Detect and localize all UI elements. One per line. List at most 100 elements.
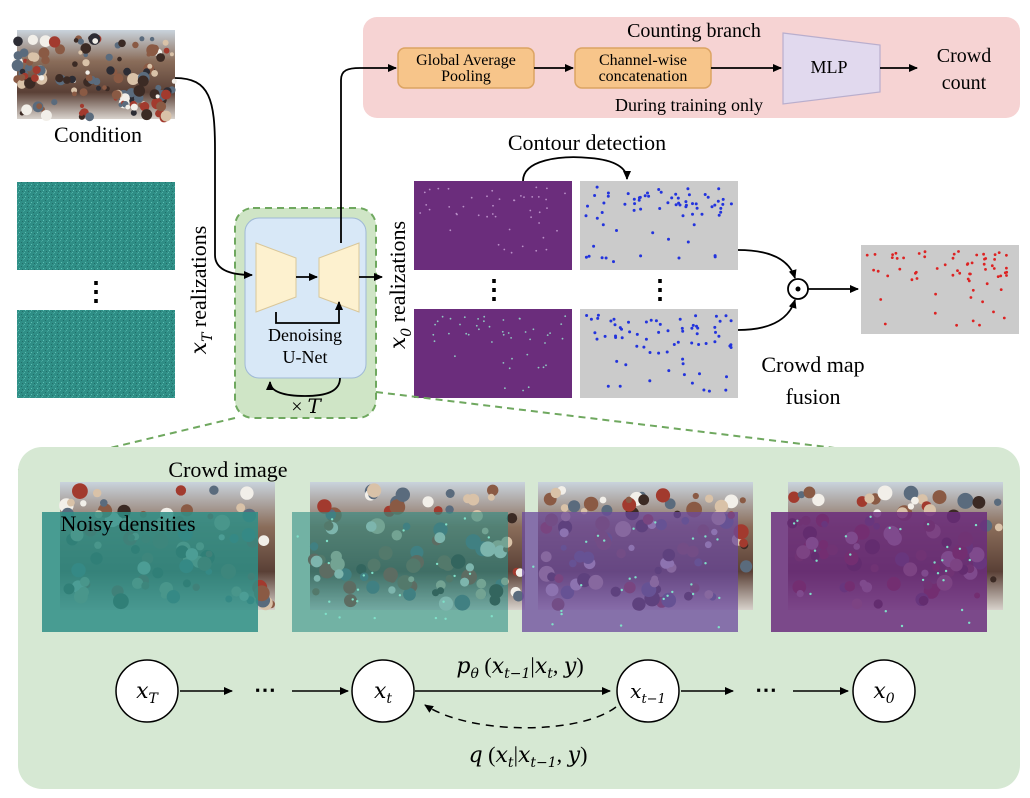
crowd-head bbox=[877, 485, 893, 501]
map-dot bbox=[545, 198, 547, 201]
map-dot bbox=[632, 197, 636, 201]
map-dot bbox=[602, 201, 606, 205]
density-point bbox=[330, 518, 334, 521]
map-dot bbox=[713, 325, 717, 329]
map-dot bbox=[894, 251, 898, 255]
crowd-head bbox=[123, 67, 131, 76]
concat-label-1: Channel-wise bbox=[599, 52, 687, 69]
crowd-head bbox=[120, 93, 130, 103]
map-dot bbox=[601, 223, 605, 227]
density-overlay-3 bbox=[771, 512, 987, 632]
condition-image bbox=[11, 30, 177, 123]
map-dot bbox=[700, 212, 704, 216]
map-dot bbox=[690, 326, 694, 330]
crowd-head bbox=[994, 498, 1002, 506]
density-point bbox=[944, 569, 948, 573]
density-point bbox=[671, 590, 674, 594]
density-point bbox=[445, 523, 448, 526]
map-dot bbox=[600, 256, 604, 260]
crowd-head bbox=[139, 101, 150, 112]
map-dot bbox=[1005, 274, 1008, 277]
density-point bbox=[620, 588, 623, 592]
map-dot bbox=[982, 262, 986, 266]
map-dot bbox=[654, 319, 658, 323]
map-dot bbox=[970, 261, 974, 265]
map-dot bbox=[502, 319, 505, 321]
x0-realizations-label: x0 realizations bbox=[385, 221, 415, 349]
crowd-head bbox=[583, 496, 599, 512]
map-dot bbox=[971, 288, 975, 292]
crowd-head bbox=[169, 52, 174, 57]
condition-label: Condition bbox=[54, 122, 142, 147]
map-dot bbox=[681, 357, 685, 361]
crowd-head bbox=[156, 53, 166, 62]
density-point bbox=[444, 617, 447, 620]
map-dot bbox=[677, 201, 681, 205]
map-dot bbox=[729, 346, 733, 349]
map-dot bbox=[657, 351, 661, 355]
contour-detection-label: Contour detection bbox=[508, 130, 666, 155]
density-point bbox=[796, 519, 799, 522]
fused-crowd-map bbox=[861, 245, 1019, 334]
unet-decoder bbox=[318, 242, 360, 313]
map-dot bbox=[545, 364, 547, 367]
map-dot bbox=[542, 236, 545, 239]
map-dot bbox=[595, 337, 599, 341]
crowd-head bbox=[40, 110, 52, 121]
map-dot bbox=[695, 206, 699, 210]
density-point bbox=[560, 609, 563, 613]
density-point bbox=[580, 584, 583, 587]
map-dot bbox=[595, 185, 599, 189]
density-point bbox=[946, 545, 949, 549]
map-dot bbox=[658, 207, 662, 210]
density-overlay-1 bbox=[292, 512, 508, 632]
map-dot bbox=[981, 300, 984, 304]
map-dot bbox=[504, 387, 506, 390]
density-point bbox=[690, 583, 693, 586]
map-dot bbox=[968, 272, 971, 276]
map-dot bbox=[710, 205, 714, 209]
map-dot bbox=[883, 322, 887, 326]
density-point bbox=[691, 537, 695, 540]
density-point bbox=[716, 538, 719, 541]
density-point bbox=[958, 547, 962, 550]
map-dot bbox=[873, 253, 877, 256]
density-point bbox=[634, 576, 637, 579]
map-dot bbox=[502, 333, 505, 336]
density-point bbox=[813, 549, 817, 552]
map-dot bbox=[686, 240, 690, 244]
map-dot bbox=[895, 257, 899, 260]
map-dot bbox=[978, 323, 981, 327]
map-dot bbox=[982, 252, 985, 256]
crowd-head bbox=[714, 499, 729, 514]
map-dot bbox=[518, 317, 521, 320]
map-dot bbox=[546, 334, 549, 336]
crowd-head bbox=[51, 99, 58, 106]
map-dot bbox=[609, 319, 613, 323]
map-dot bbox=[967, 279, 971, 283]
map-dot bbox=[706, 195, 710, 199]
map-dot bbox=[531, 196, 534, 198]
map-dot bbox=[658, 322, 662, 326]
map-dot bbox=[586, 204, 589, 208]
crowd-head bbox=[664, 498, 676, 510]
map-dot bbox=[419, 212, 422, 214]
map-dot bbox=[478, 328, 480, 331]
map-dot bbox=[642, 345, 646, 349]
crowd-head bbox=[13, 36, 23, 47]
map-dot bbox=[676, 196, 680, 200]
map-dot bbox=[520, 195, 522, 197]
map-dot bbox=[672, 343, 676, 346]
density-point bbox=[628, 577, 631, 580]
density-point bbox=[942, 579, 945, 582]
crowd-head bbox=[797, 491, 806, 499]
crowd-head bbox=[41, 56, 50, 65]
map-dot bbox=[448, 206, 451, 208]
crowd-head bbox=[96, 85, 101, 91]
density-point bbox=[463, 517, 467, 520]
map-dot bbox=[703, 193, 707, 196]
map-dot bbox=[584, 255, 588, 259]
map-dot bbox=[686, 187, 690, 191]
map-dot bbox=[639, 207, 643, 211]
map-dot bbox=[615, 359, 619, 363]
